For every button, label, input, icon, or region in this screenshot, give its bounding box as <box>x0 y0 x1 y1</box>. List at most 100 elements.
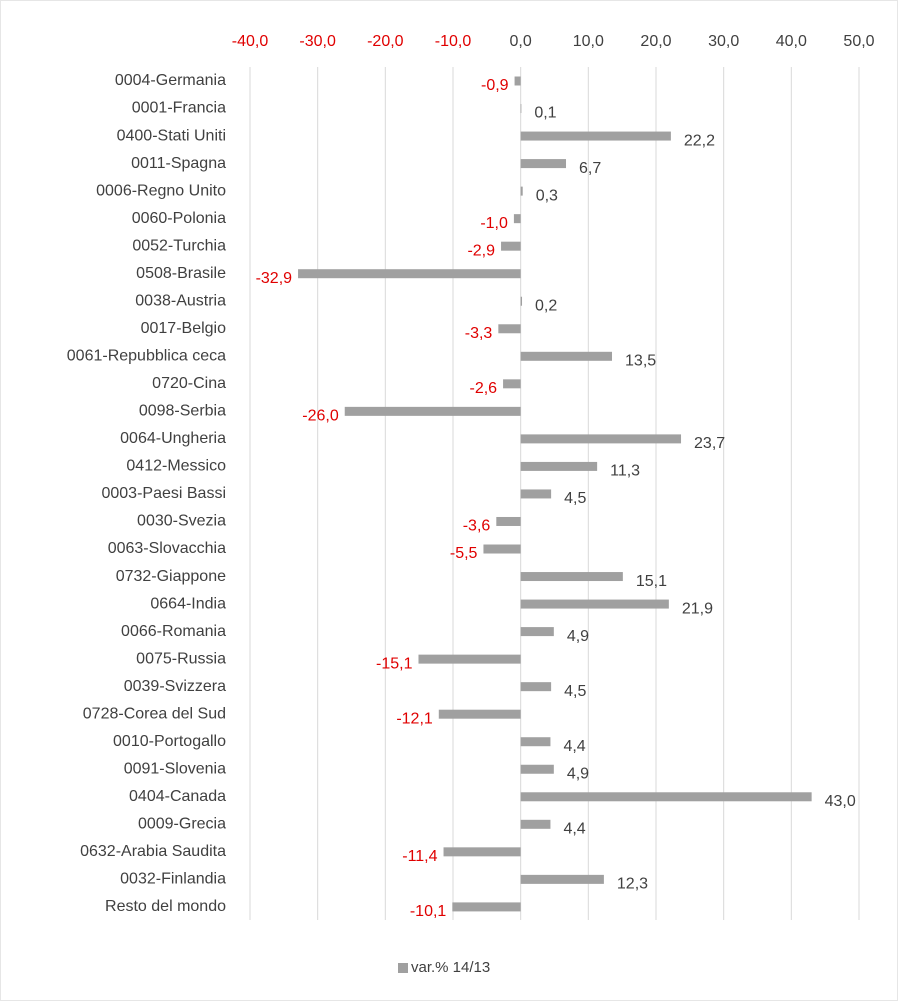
bar <box>520 627 554 637</box>
y-tick-label: 0011-Spagna <box>131 155 226 172</box>
value-label: 21,9 <box>682 600 713 617</box>
value-label: 4,4 <box>563 821 585 838</box>
x-tick-label: -20,0 <box>367 33 404 50</box>
y-tick-label: 0066-Romania <box>121 623 226 640</box>
y-tick-label: 0038-Austria <box>135 292 226 309</box>
value-label: -2,9 <box>467 242 495 259</box>
y-tick-label: 0664-India <box>150 595 226 612</box>
value-label: -2,6 <box>469 380 497 397</box>
y-tick-label: 0017-Belgio <box>141 320 227 337</box>
x-tick-label: 0,0 <box>510 33 532 50</box>
bar <box>443 847 521 857</box>
value-label: 0,1 <box>534 105 556 122</box>
y-tick-label: 0728-Corea del Sud <box>83 705 226 722</box>
value-label: -5,5 <box>450 545 478 562</box>
bar <box>520 764 554 774</box>
value-label: -11,4 <box>402 848 437 865</box>
bar <box>418 654 521 664</box>
x-tick-label: 40,0 <box>776 33 807 50</box>
x-tick-label: 20,0 <box>640 33 671 50</box>
y-tick-label: 0098-Serbia <box>139 403 226 420</box>
y-tick-label: 0060-Polonia <box>132 210 226 227</box>
y-tick-label: 0720-Cina <box>152 375 226 392</box>
bar <box>520 351 613 361</box>
value-label: 0,2 <box>535 297 557 314</box>
value-label: 4,5 <box>564 683 586 700</box>
value-label: 4,9 <box>567 765 589 782</box>
bar <box>298 269 521 279</box>
value-label: 12,3 <box>617 876 648 893</box>
bar <box>514 76 521 86</box>
value-label: 6,7 <box>579 160 601 177</box>
y-tick-label: 0732-Giappone <box>116 568 226 585</box>
y-tick-label: 0039-Svizzera <box>124 678 226 695</box>
y-tick-label: 0091-Slovenia <box>124 760 226 777</box>
y-tick-label: 0400-Stati Uniti <box>117 127 226 144</box>
value-label: -10,1 <box>410 903 447 920</box>
y-tick-label: 0064-Ungheria <box>120 430 226 447</box>
y-tick-label: 0052-Turchia <box>132 237 226 254</box>
bar <box>520 186 523 196</box>
y-tick-label: 0061-Repubblica ceca <box>67 348 226 365</box>
x-tick-label: 10,0 <box>573 33 604 50</box>
x-tick-label: -10,0 <box>435 33 472 50</box>
value-label: 0,3 <box>536 187 558 204</box>
x-tick-label: 50,0 <box>843 33 874 50</box>
value-label: -0,9 <box>481 77 509 94</box>
value-label: -3,6 <box>463 518 491 535</box>
bar <box>520 819 551 829</box>
bar <box>503 379 521 389</box>
value-label: 13,5 <box>625 353 656 370</box>
y-tick-label: 0004-Germania <box>115 72 226 89</box>
bar <box>344 406 521 416</box>
y-tick-label: 0075-Russia <box>136 650 226 667</box>
value-label: -32,9 <box>256 270 293 287</box>
value-label: -12,1 <box>396 710 433 727</box>
y-tick-label: 0030-Svezia <box>137 513 226 530</box>
bar <box>520 572 623 582</box>
value-label: 11,3 <box>610 463 640 480</box>
y-tick-label: 0063-Slovacchia <box>108 540 226 557</box>
y-tick-label: 0032-Finlandia <box>120 871 226 888</box>
bar <box>438 709 521 719</box>
x-tick-label: 30,0 <box>708 33 739 50</box>
bar <box>520 682 552 692</box>
legend-swatch <box>398 963 408 973</box>
y-tick-label: 0632-Arabia Saudita <box>80 843 226 860</box>
value-label: 23,7 <box>694 435 725 452</box>
bar <box>520 159 567 169</box>
value-label: 43,0 <box>825 793 856 810</box>
value-label: -15,1 <box>376 655 413 672</box>
bar <box>496 516 521 526</box>
bar <box>501 241 521 251</box>
bar <box>520 792 812 802</box>
value-label: -1,0 <box>480 215 508 232</box>
value-label: 22,2 <box>684 132 715 149</box>
bar <box>520 489 552 499</box>
bar <box>520 874 604 884</box>
bar <box>452 902 521 912</box>
y-tick-label: 0003-Paesi Bassi <box>101 485 226 502</box>
bar <box>520 461 598 471</box>
value-label: 4,9 <box>567 628 589 645</box>
value-label: -26,0 <box>302 408 339 425</box>
y-tick-label: 0001-Francia <box>132 100 226 117</box>
bar <box>483 544 521 554</box>
y-tick-label: 0010-Portogallo <box>113 733 226 750</box>
bar <box>513 214 521 224</box>
y-tick-label: Resto del mondo <box>105 898 226 915</box>
bar <box>520 296 523 306</box>
bar <box>520 737 551 747</box>
bar <box>498 324 521 334</box>
bar <box>520 434 682 444</box>
value-label: -3,3 <box>465 325 493 342</box>
y-tick-label: 0508-Brasile <box>136 265 226 282</box>
y-tick-label: 0009-Grecia <box>138 816 226 833</box>
legend-label: var.% 14/13 <box>411 959 490 976</box>
bar <box>520 131 671 141</box>
y-tick-label: 0412-Messico <box>126 458 226 475</box>
value-label: 15,1 <box>636 573 667 590</box>
